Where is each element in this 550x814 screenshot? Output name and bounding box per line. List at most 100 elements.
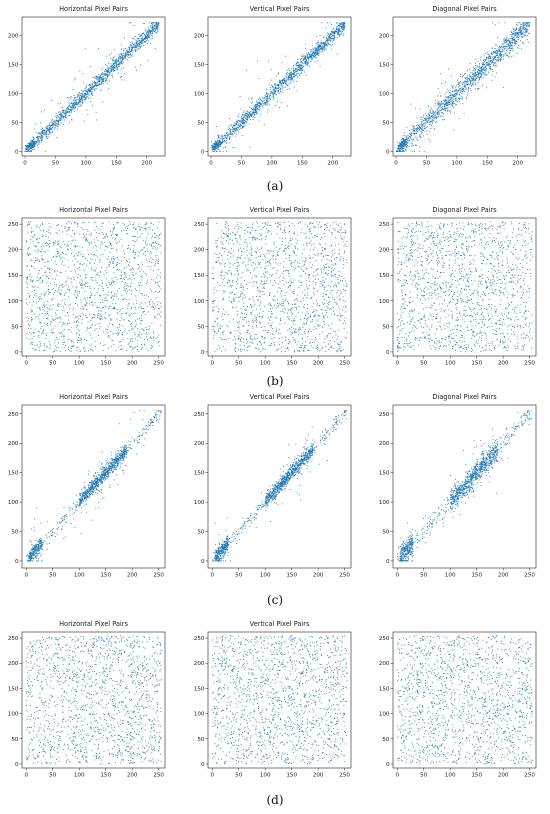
scatter-point: [142, 39, 144, 41]
scatter-point: [459, 94, 461, 96]
scatter-point: [260, 98, 262, 100]
scatter-point: [249, 113, 251, 115]
scatter-point: [512, 37, 513, 39]
scatter-point: [485, 64, 487, 66]
scatter-point: [87, 88, 89, 90]
scatter-point: [116, 67, 118, 69]
scatter-point: [223, 140, 225, 142]
scatter-point: [76, 108, 78, 110]
scatter-point: [336, 26, 338, 28]
scatter-point: [215, 143, 217, 144]
scatter-point: [49, 127, 51, 129]
scatter-point: [118, 58, 120, 60]
scatter-point: [421, 124, 423, 126]
scatter-point: [32, 143, 34, 145]
scatter-point: [64, 341, 65, 343]
scatter-point: [491, 47, 493, 49]
scatter-point: [30, 150, 32, 152]
scatter-point: [417, 128, 419, 129]
scatter-point: [275, 75, 277, 77]
scatter-point: [317, 44, 319, 45]
scatter-point: [252, 113, 254, 115]
scatter-point: [307, 64, 308, 65]
scatter-point: [497, 53, 499, 55]
scatter-point: [154, 47, 156, 49]
scatter-point: [52, 124, 53, 125]
scatter-point: [122, 54, 124, 56]
scatter-point: [142, 239, 144, 241]
scatter-point: [264, 101, 265, 103]
scatter-point: [519, 27, 521, 28]
scatter-point: [142, 42, 144, 44]
scatter-point: [155, 27, 157, 29]
scatter-point: [211, 141, 212, 142]
scatter-point: [255, 111, 257, 113]
scatter-point: [253, 105, 255, 107]
scatter-point: [284, 55, 286, 57]
scatter-point: [110, 53, 112, 55]
scatter-point: [114, 49, 116, 51]
scatter-point: [27, 144, 29, 146]
scatter-point: [66, 107, 68, 109]
scatter-point: [55, 120, 57, 121]
scatter-point: [415, 131, 417, 133]
scatter-point: [457, 94, 458, 96]
scatter-point: [451, 94, 453, 96]
scatter-point: [405, 144, 407, 145]
scatter-point: [279, 93, 281, 95]
scatter-point: [118, 65, 120, 67]
scatter-point: [73, 97, 75, 98]
scatter-point: [334, 30, 336, 32]
scatter-point: [49, 305, 51, 307]
scatter-point: [489, 54, 491, 56]
scatter-point: [147, 60, 149, 62]
x-tick-label: 200: [327, 161, 338, 167]
scatter-point: [32, 147, 34, 149]
scatter-point: [41, 131, 43, 133]
x-tick-label: 0: [209, 161, 213, 167]
scatter-point: [441, 112, 443, 114]
scatter-point: [32, 145, 34, 147]
scatter-point: [509, 40, 511, 42]
scatter-point: [317, 46, 319, 48]
scatter-point: [463, 81, 465, 83]
scatter-point: [247, 119, 248, 121]
scatter-point: [265, 96, 267, 97]
scatter-point: [312, 52, 313, 54]
scatter-point: [337, 34, 339, 36]
scatter-point: [429, 141, 431, 143]
scatter-point: [332, 33, 334, 35]
scatter-point: [127, 52, 128, 54]
scatter-point: [284, 80, 286, 82]
scatter-point: [261, 105, 263, 107]
scatter-point: [257, 103, 259, 105]
scatter-point: [219, 146, 221, 148]
scatter-point: [73, 95, 75, 97]
scatter-point: [520, 26, 522, 27]
scatter-point: [407, 135, 409, 136]
scatter-point: [64, 336, 66, 338]
scatter-point: [54, 240, 56, 242]
scatter-point: [305, 62, 307, 64]
scatter-point: [337, 24, 339, 26]
scatter-point: [81, 96, 83, 98]
scatter-point: [502, 44, 504, 46]
scatter-point: [267, 99, 269, 101]
scatter-point: [481, 73, 483, 75]
scatter-point: [321, 22, 323, 24]
scatter-point: [280, 83, 282, 85]
scatter-point: [126, 54, 128, 56]
scatter-point: [276, 88, 278, 90]
scatter-point: [116, 69, 118, 71]
scatter-point: [236, 124, 237, 126]
scatter-point: [88, 94, 90, 96]
scatter-point: [135, 46, 137, 48]
scatter-point: [226, 132, 228, 134]
scatter-point: [323, 44, 325, 46]
scatter-point: [52, 125, 54, 127]
scatter-point: [156, 281, 158, 283]
scatter-point: [522, 25, 524, 27]
scatter-point: [520, 33, 522, 35]
scatter-point: [451, 104, 453, 106]
scatter-point: [115, 61, 117, 63]
